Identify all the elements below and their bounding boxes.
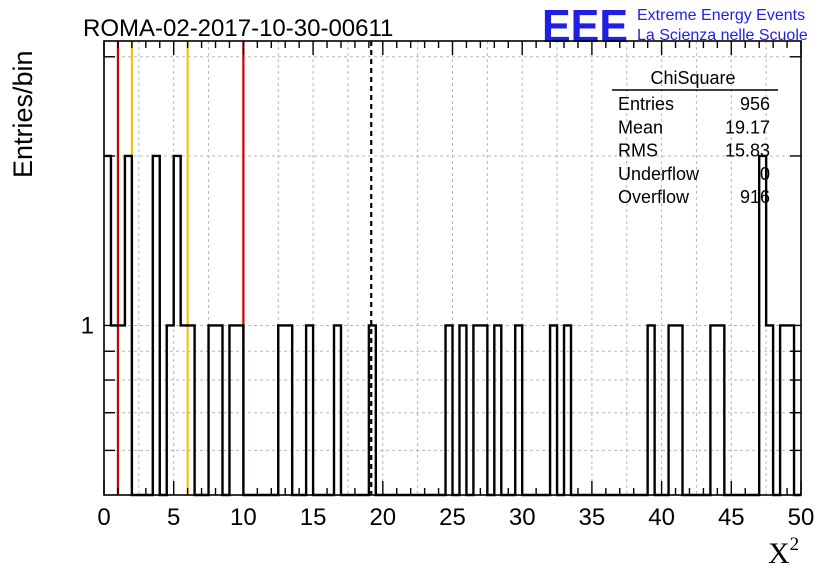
stats-title: ChiSquare (650, 68, 735, 88)
y-tick-labels: 1 (81, 312, 94, 339)
stats-label: Entries (618, 94, 674, 114)
x-tick-label: 50 (788, 504, 815, 531)
x-tick-label: 15 (300, 504, 327, 531)
x-tick-label: 0 (97, 504, 110, 531)
stats-value: 916 (740, 187, 770, 207)
x-tick-label: 25 (439, 504, 466, 531)
stats-label: Mean (618, 117, 663, 137)
x-tick-label: 20 (369, 504, 396, 531)
stats-value: 15.83 (725, 141, 770, 161)
logo-line1: Extreme Energy Events (637, 7, 805, 24)
x-tick-labels: 0 5 10 15 20 25 30 35 40 45 50 (97, 504, 814, 531)
y-axis-label: Entries/bin (8, 50, 38, 178)
y-tick-label: 1 (81, 312, 94, 339)
x-tick-label: 40 (648, 504, 675, 531)
eee-logo: EEE (542, 0, 628, 52)
x-axis-label-superscript: 2 (790, 534, 800, 555)
x-axis-label: X2 (768, 534, 799, 570)
x-tick-label: 5 (167, 504, 180, 531)
stats-label: Overflow (618, 187, 690, 207)
logo-line2: La Scienza nelle Scuole (637, 27, 808, 44)
stats-label: RMS (618, 141, 658, 161)
stats-value: 19.17 (725, 117, 770, 137)
stats-label: Underflow (618, 164, 700, 184)
stats-box: ChiSquare Entries 956 Mean 19.17 RMS 15.83 Und… (612, 68, 778, 207)
stats-rows: Entries 956 Mean 19.17 RMS 15.83 Underflow 0 Ove… (618, 94, 770, 207)
x-tick-label: 30 (509, 504, 536, 531)
x-axis-label-main: X (768, 537, 790, 570)
chart-title: ROMA-02-2017-10-30-00611 (83, 15, 393, 42)
x-tick-label: 10 (230, 504, 257, 531)
stats-value: 0 (760, 164, 770, 184)
x-tick-label: 45 (718, 504, 745, 531)
x-tick-label: 35 (579, 504, 606, 531)
axis-ticks (103, 41, 802, 495)
stats-value: 956 (740, 94, 770, 114)
